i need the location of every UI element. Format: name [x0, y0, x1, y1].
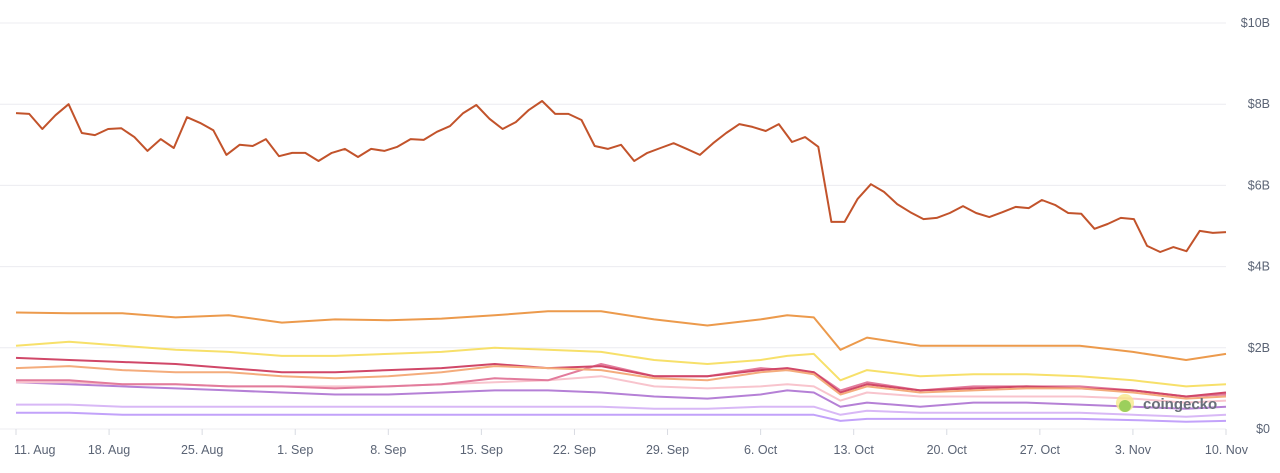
series-line	[15, 381, 1227, 410]
x-tick-label: 15. Sep	[460, 443, 503, 457]
x-tick-label: 18. Aug	[88, 443, 130, 457]
series-line	[15, 365, 1227, 400]
x-tick-label: 1. Sep	[277, 443, 313, 457]
series-line	[15, 356, 1227, 398]
y-tick-label: $8B	[1248, 97, 1270, 111]
watermark-text: coingecko	[1143, 396, 1217, 413]
x-tick-label: 6. Oct	[744, 443, 778, 457]
x-tick-label: 29. Sep	[646, 443, 689, 457]
y-tick-label: $2B	[1248, 341, 1270, 355]
x-tick-label: 13. Oct	[834, 443, 875, 457]
coingecko-watermark: coingecko	[1116, 394, 1217, 413]
series-line	[16, 403, 1227, 418]
x-tick-label: 11. Aug	[14, 443, 56, 457]
y-tick-label: $0	[1256, 422, 1270, 436]
series-line	[15, 100, 1227, 253]
x-tick-label: 22. Sep	[553, 443, 596, 457]
y-axis: $0 $2B $4B $6B $8B $10B	[1241, 16, 1270, 436]
x-tick-label: 20. Oct	[927, 443, 968, 457]
x-tick-label: 8. Sep	[370, 443, 406, 457]
x-tick-label: 27. Oct	[1020, 443, 1061, 457]
series-lines	[15, 100, 1227, 423]
x-tick-label: 25. Aug	[181, 443, 223, 457]
grid-lines	[0, 22, 1226, 430]
y-tick-label: $4B	[1248, 260, 1270, 274]
x-axis: 11. Aug 18. Aug 25. Aug 1. Sep 8. Sep 15. Sep…	[14, 429, 1249, 457]
gecko-icon	[1119, 400, 1131, 412]
y-tick-label: $6B	[1248, 178, 1270, 192]
x-tick-label: 10. Nov	[1205, 443, 1249, 457]
series-line	[15, 340, 1227, 388]
y-tick-label: $10B	[1241, 16, 1270, 30]
series-line	[15, 310, 1227, 361]
x-tick-label: 3. Nov	[1115, 443, 1152, 457]
series-line	[16, 411, 1227, 423]
